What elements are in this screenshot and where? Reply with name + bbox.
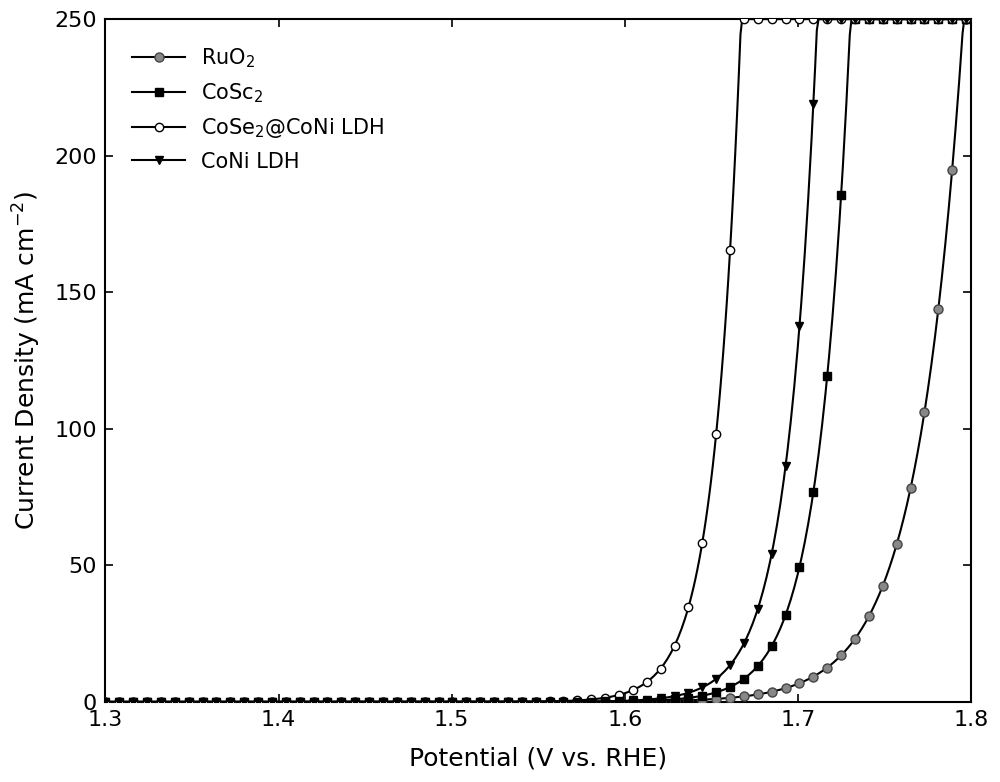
CoSc$_2$ — [511, 698, 523, 707]
CoSc$_2$ — [615, 697, 627, 706]
RuO$_2$ — [809, 671, 821, 680]
RuO$_2$ — [944, 185, 956, 194]
CoSc$_2$ — [809, 475, 821, 485]
Line: CoSe$_2$@CoNi LDH: CoSe$_2$@CoNi LDH — [101, 15, 975, 706]
CoNi LDH — [946, 14, 958, 23]
CoNi LDH — [809, 63, 821, 73]
CoSc$_2$ — [99, 698, 111, 707]
CoSe$_2$@CoNi LDH — [946, 14, 958, 23]
CoSe$_2$@CoNi LDH — [965, 14, 977, 23]
RuO$_2$ — [568, 697, 580, 706]
RuO$_2$ — [99, 698, 111, 707]
Line: CoSc$_2$: CoSc$_2$ — [102, 16, 975, 705]
CoSe$_2$@CoNi LDH — [811, 14, 823, 23]
X-axis label: Potential (V vs. RHE): Potential (V vs. RHE) — [409, 747, 667, 771]
CoNi LDH — [568, 697, 580, 706]
CoNi LDH — [813, 14, 825, 23]
Legend: RuO$_2$, CoSc$_2$, CoSe$_2$@CoNi LDH, CoNi LDH: RuO$_2$, CoSc$_2$, CoSe$_2$@CoNi LDH, Co… — [122, 36, 395, 182]
RuO$_2$ — [958, 14, 970, 23]
CoSc$_2$ — [568, 697, 580, 706]
RuO$_2$ — [511, 698, 523, 707]
CoSc$_2$ — [846, 14, 858, 23]
CoSc$_2$ — [516, 698, 528, 707]
CoNi LDH — [516, 698, 528, 707]
CoSe$_2$@CoNi LDH — [99, 698, 111, 707]
CoNi LDH — [99, 698, 111, 707]
CoSc$_2$ — [946, 14, 958, 23]
CoNi LDH — [511, 698, 523, 707]
Line: CoNi LDH: CoNi LDH — [102, 16, 975, 705]
Y-axis label: Current Density (mA cm$^{-2}$): Current Density (mA cm$^{-2}$) — [11, 191, 43, 530]
CoSe$_2$@CoNi LDH — [615, 690, 627, 699]
CoSe$_2$@CoNi LDH — [568, 696, 580, 705]
CoNi LDH — [615, 696, 627, 705]
CoSe$_2$@CoNi LDH — [736, 14, 748, 23]
CoSc$_2$ — [965, 14, 977, 23]
RuO$_2$ — [516, 698, 528, 707]
Line: RuO$_2$: RuO$_2$ — [101, 15, 976, 706]
RuO$_2$ — [965, 14, 977, 23]
CoNi LDH — [965, 14, 977, 23]
RuO$_2$ — [615, 697, 627, 706]
CoSe$_2$@CoNi LDH — [511, 697, 523, 706]
CoSe$_2$@CoNi LDH — [516, 697, 528, 706]
